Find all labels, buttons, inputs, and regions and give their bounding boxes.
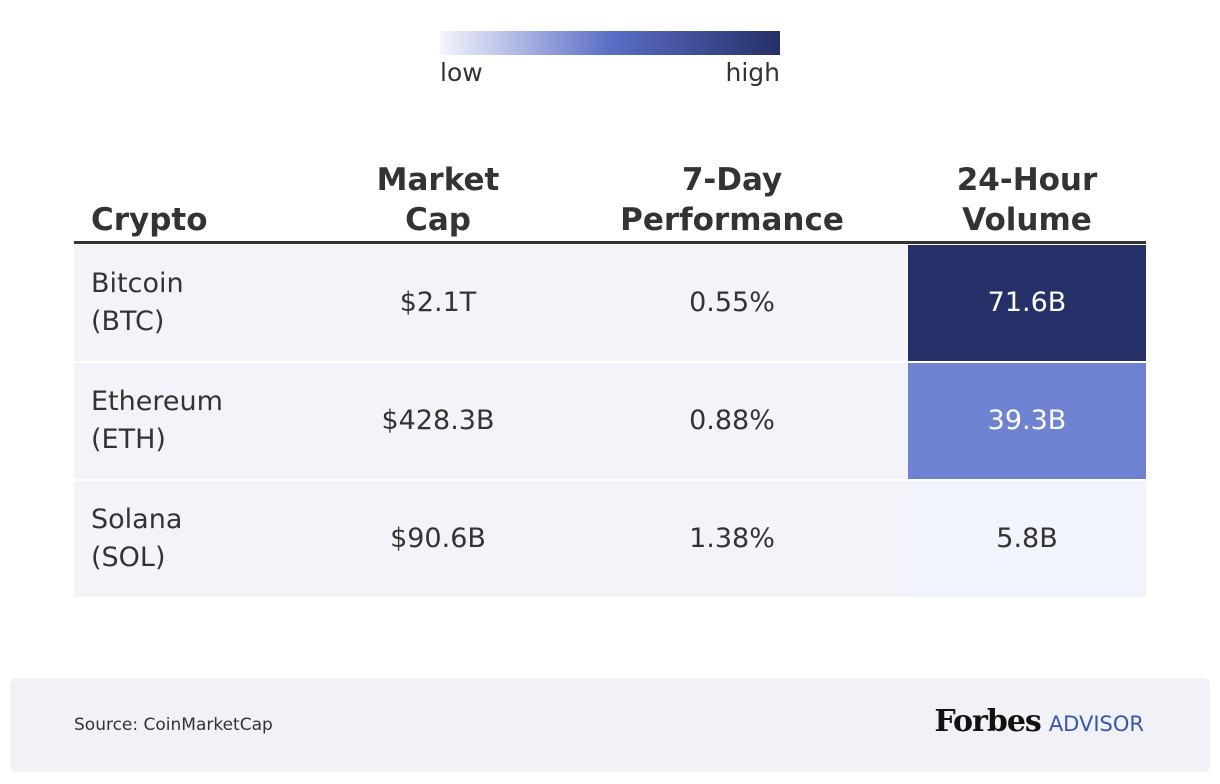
brand-suffix: ADVISOR [1048, 712, 1144, 736]
table-cell: $428.3B [320, 363, 556, 479]
table-cell: 0.55% [556, 245, 908, 361]
brand-logo: Forbes ADVISOR [934, 704, 1144, 739]
column-header: Market Cap [376, 162, 500, 238]
heat-cell: 5.8B [908, 481, 1146, 597]
column-header: 7-Day Performance [620, 162, 844, 238]
table-cell: 0.88% [556, 363, 908, 479]
table-cell: $2.1T [320, 245, 556, 361]
source: Source: CoinMarketCap [74, 715, 273, 735]
legend-gradient [440, 31, 780, 55]
brand: Forbes [934, 704, 1041, 739]
table-cell: $90.6B [320, 481, 556, 597]
legend-low: low [440, 58, 483, 87]
legend-high: high [725, 58, 780, 87]
table-cell: Ethereum (ETH) [74, 363, 320, 479]
heat-cell: 71.6B [908, 245, 1146, 361]
table-cell: 1.38% [556, 481, 908, 597]
header-rule [74, 241, 1146, 244]
table-cell: Bitcoin (BTC) [74, 245, 320, 361]
footer: Source: CoinMarketCap Forbes ADVISOR [10, 678, 1210, 772]
column-header: 24-Hour Volume [956, 162, 1098, 238]
table-cell: Solana (SOL) [74, 481, 320, 597]
column-header: Crypto [91, 202, 208, 238]
heat-cell: 39.3B [908, 363, 1146, 479]
